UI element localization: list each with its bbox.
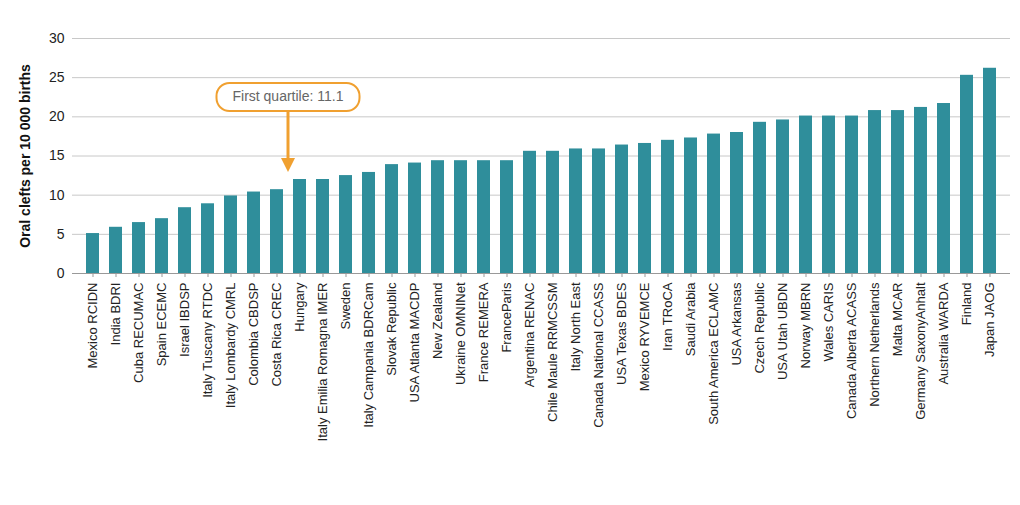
svg-text:Australia WARDA: Australia WARDA <box>936 282 951 384</box>
svg-text:Hungary: Hungary <box>292 282 307 332</box>
svg-text:USA Arkansas: USA Arkansas <box>729 282 744 366</box>
svg-text:Finland: Finland <box>959 283 974 326</box>
svg-text:Colombia CBDSP: Colombia CBDSP <box>246 283 261 386</box>
svg-text:USA Texas BDES: USA Texas BDES <box>614 282 629 385</box>
svg-text:India BDRI: India BDRI <box>108 283 123 346</box>
svg-text:USA Utah UBDN: USA Utah UBDN <box>775 283 790 381</box>
svg-text:Mexico RCIDN: Mexico RCIDN <box>85 283 100 369</box>
svg-text:Ukraine OMNINet: Ukraine OMNINet <box>453 282 468 385</box>
svg-text:Germany SaxonyAnhalt: Germany SaxonyAnhalt <box>913 282 928 420</box>
svg-text:Northern Netherlands: Northern Netherlands <box>867 282 882 407</box>
svg-text:0: 0 <box>57 265 65 281</box>
svg-text:Sweden: Sweden <box>338 283 353 330</box>
svg-text:Canada Alberta ACASS: Canada Alberta ACASS <box>844 282 859 419</box>
svg-text:Italy Campania BDRCam: Italy Campania BDRCam <box>361 283 376 428</box>
svg-text:Canada National CCASS: Canada National CCASS <box>591 282 606 428</box>
svg-text:25: 25 <box>49 69 65 85</box>
svg-text:Cuba RECUMAC: Cuba RECUMAC <box>131 283 146 383</box>
svg-text:Japan JAOG: Japan JAOG <box>982 283 997 357</box>
svg-text:Malta MCAR: Malta MCAR <box>890 283 905 357</box>
svg-text:France REMERA: France REMERA <box>476 282 491 382</box>
svg-text:Israel IBDSP: Israel IBDSP <box>177 283 192 357</box>
svg-text:First quartile: 11.1: First quartile: 11.1 <box>232 88 343 104</box>
svg-text:Wales CARIS: Wales CARIS <box>821 282 836 361</box>
svg-text:Costa Rica CREC: Costa Rica CREC <box>269 283 284 387</box>
svg-text:Czech Republic: Czech Republic <box>752 282 767 374</box>
svg-text:Italy Emilia Romagna IMER: Italy Emilia Romagna IMER <box>315 283 330 442</box>
svg-text:30: 30 <box>49 30 65 46</box>
svg-text:5: 5 <box>57 226 65 242</box>
svg-text:20: 20 <box>49 108 65 124</box>
svg-text:15: 15 <box>49 147 65 163</box>
svg-text:Chile Maule RRMCSSM: Chile Maule RRMCSSM <box>545 283 560 422</box>
svg-text:Norway MBRN: Norway MBRN <box>798 283 813 369</box>
svg-text:USA Atlanta MACDP: USA Atlanta MACDP <box>407 283 422 403</box>
svg-text:New Zealand: New Zealand <box>430 283 445 360</box>
svg-text:FranceParis: FranceParis <box>499 282 514 353</box>
svg-text:Mexico RYVEMCE: Mexico RYVEMCE <box>637 282 652 391</box>
svg-text:Italy Lombardy CMRL: Italy Lombardy CMRL <box>223 283 238 409</box>
svg-text:Argentina RENAC: Argentina RENAC <box>522 283 537 388</box>
svg-text:Spain ECEMC: Spain ECEMC <box>154 283 169 367</box>
svg-text:Italy Tuscany RTDC: Italy Tuscany RTDC <box>200 283 215 398</box>
svg-text:South America ECLAMC: South America ECLAMC <box>706 283 721 425</box>
svg-text:Saudi Arabia: Saudi Arabia <box>683 282 698 356</box>
svg-text:Italy North East: Italy North East <box>568 282 583 371</box>
svg-text:10: 10 <box>49 187 65 203</box>
svg-text:Iran TRoCA: Iran TRoCA <box>660 282 675 351</box>
svg-text:Oral clefts per 10 000 births: Oral clefts per 10 000 births <box>17 64 33 248</box>
svg-text:Slovak Republic: Slovak Republic <box>384 282 399 376</box>
